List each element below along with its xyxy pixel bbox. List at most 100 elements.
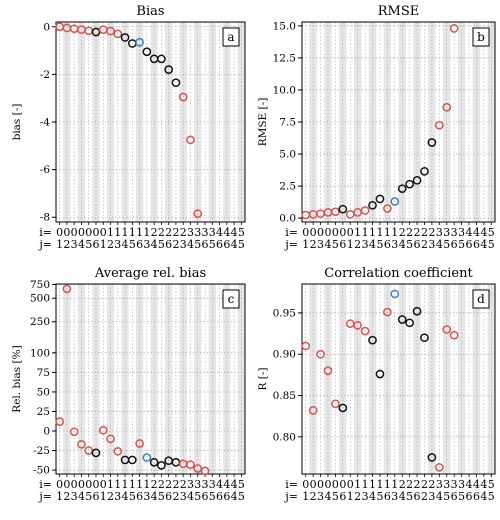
x-tick-label-i: 0 bbox=[56, 478, 63, 491]
x-tick-label-j: 2 bbox=[354, 490, 361, 503]
x-tick-label-i: 2 bbox=[406, 226, 413, 239]
data-point bbox=[171, 78, 181, 88]
data-point bbox=[427, 138, 437, 147]
x-tick-label-j: 6 bbox=[165, 490, 172, 503]
y-tick-label: 750 bbox=[30, 279, 50, 291]
x-tick-label-i: 3 bbox=[202, 478, 209, 491]
x-tick-label-i: 1 bbox=[362, 226, 369, 239]
x-tick-label-j: 4 bbox=[231, 490, 238, 503]
x-tick-label-i: 1 bbox=[391, 226, 398, 239]
x-tick-label-j: 3 bbox=[362, 490, 369, 503]
column-stripe bbox=[353, 22, 362, 222]
x-tick-label-j: 3 bbox=[391, 490, 398, 503]
x-tick-label-i: 0 bbox=[78, 478, 85, 491]
plot-frame bbox=[301, 283, 496, 475]
x-tick-label-i: 2 bbox=[428, 226, 435, 239]
x-tick-label-j: 3 bbox=[71, 490, 78, 503]
data-point bbox=[91, 27, 101, 37]
y-tick-label: -8 bbox=[40, 212, 50, 224]
x-row-label-i: i= bbox=[39, 226, 52, 239]
data-point bbox=[368, 200, 377, 210]
y-tick-label: -2 bbox=[40, 69, 50, 81]
column-stripe bbox=[135, 22, 144, 222]
column-stripe bbox=[106, 22, 115, 222]
x-tick-label-i: 2 bbox=[180, 226, 187, 239]
x-tick-label-i: 0 bbox=[339, 226, 346, 239]
y-axis-label: Rel. bias [%] bbox=[11, 345, 23, 412]
data-point bbox=[390, 197, 400, 206]
x-tick-label-i: 0 bbox=[92, 226, 99, 239]
x-row-label-j: j= bbox=[37, 490, 52, 503]
x-tick-label-j: 2 bbox=[421, 238, 428, 251]
x-tick-label-j: 5 bbox=[129, 490, 136, 503]
x-tick-label-j: 6 bbox=[202, 238, 209, 251]
data-point bbox=[420, 167, 429, 176]
data-point bbox=[420, 333, 429, 343]
x-tick-label-j: 6 bbox=[414, 490, 421, 503]
data-point bbox=[360, 326, 370, 336]
data-point bbox=[434, 463, 444, 472]
x-tick-label-j: 5 bbox=[238, 238, 245, 251]
x-tick-label-i: 3 bbox=[443, 478, 450, 491]
data-point bbox=[301, 341, 311, 351]
column-stripe bbox=[472, 22, 481, 222]
x-tick-label-i: 0 bbox=[63, 226, 70, 239]
x-tick-label-j: 6 bbox=[202, 490, 209, 503]
data-point bbox=[98, 425, 108, 435]
x-tick-label-i: 1 bbox=[143, 478, 150, 491]
x-tick-label-i: 2 bbox=[151, 478, 158, 491]
x-tick-label-j: 6 bbox=[339, 238, 346, 251]
chart-title: RMSE bbox=[378, 4, 420, 19]
x-tick-label-j: 1 bbox=[100, 490, 107, 503]
x-tick-label-j: 5 bbox=[443, 490, 450, 503]
x-tick-label-j: 6 bbox=[384, 238, 391, 251]
panel-d: Correlation coefficient 0.95 0.90 0.85 0.80 R… bbox=[257, 266, 496, 503]
x-tick-label-j: 4 bbox=[187, 238, 194, 251]
x-tick-label-j: 2 bbox=[172, 490, 179, 503]
x-tick-label-i: 0 bbox=[85, 478, 92, 491]
y-tick-label: 15.0 bbox=[273, 20, 296, 32]
column-stripe bbox=[457, 22, 466, 222]
x-tick-label-j: 6 bbox=[473, 490, 480, 503]
x-tick-label-j: 5 bbox=[158, 490, 165, 503]
data-point bbox=[353, 320, 363, 330]
column-stripe bbox=[237, 22, 245, 222]
x-tick-label-i: 1 bbox=[369, 226, 376, 239]
x-tick-label-i: 5 bbox=[488, 478, 495, 491]
x-tick-label-j: 3 bbox=[391, 238, 398, 251]
x-row-label-i: i= bbox=[39, 478, 52, 491]
column-stripe bbox=[223, 22, 231, 222]
x-tick-label-j: 5 bbox=[194, 490, 201, 503]
column-stripe bbox=[398, 22, 406, 222]
x-tick-label-j: 6 bbox=[136, 238, 143, 251]
x-tick-label-j: 4 bbox=[324, 238, 331, 251]
x-tick-label-j: 5 bbox=[332, 490, 339, 503]
x-tick-label-i: 2 bbox=[180, 478, 187, 491]
x-tick-label-i: 2 bbox=[165, 478, 172, 491]
data-point bbox=[178, 92, 188, 102]
x-tick-label-j: 3 bbox=[143, 490, 150, 503]
y-tick-label: 50 bbox=[37, 386, 50, 398]
x-tick-label-j: 5 bbox=[238, 490, 245, 503]
x-tick-label-j: 5 bbox=[332, 238, 339, 251]
x-tick-label-i: 2 bbox=[399, 478, 406, 491]
panel-label: c bbox=[228, 292, 235, 306]
x-tick-label-i: 0 bbox=[71, 226, 78, 239]
x-tick-label-i: 4 bbox=[480, 226, 487, 239]
column-stripe bbox=[194, 22, 202, 222]
x-tick-label-i: 1 bbox=[114, 226, 121, 239]
x-row-label-i: i= bbox=[285, 226, 298, 239]
x-tick-label-i: 1 bbox=[107, 478, 114, 491]
data-point bbox=[338, 403, 348, 413]
x-tick-label-i: 1 bbox=[122, 226, 129, 239]
y-tick-label: 100 bbox=[30, 347, 50, 359]
x-tick-label-i: 0 bbox=[100, 478, 107, 491]
x-tick-label-j: 3 bbox=[114, 490, 121, 503]
x-tick-label-i: 2 bbox=[421, 226, 428, 239]
x-tick-label-j: 5 bbox=[406, 238, 413, 251]
panel-label-box bbox=[472, 289, 490, 309]
data-point bbox=[383, 204, 392, 213]
x-tick-label-i: 3 bbox=[209, 478, 216, 491]
x-tick-label-j: 6 bbox=[466, 238, 473, 251]
x-tick-label-j: 4 bbox=[151, 238, 158, 251]
